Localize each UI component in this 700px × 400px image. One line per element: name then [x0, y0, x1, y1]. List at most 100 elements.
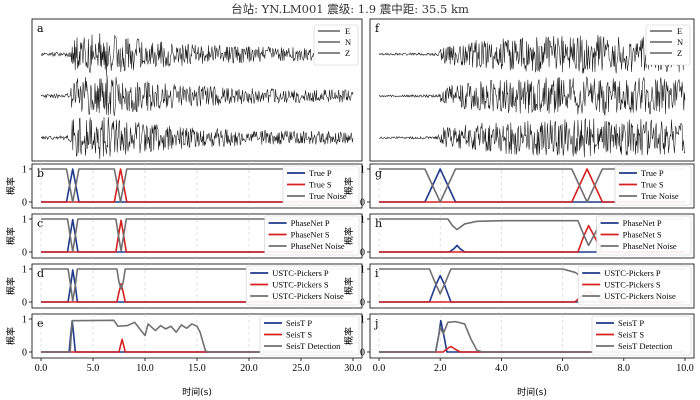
- legend-entry: SeisT S: [618, 330, 644, 340]
- legend-entry: N: [345, 37, 351, 47]
- panel-letter: d: [37, 267, 44, 280]
- panel-d: d 0 1 USTC-Pickers P USTC-Pickers SUSTC-Pick…: [22, 263, 363, 309]
- legend-entry: Z: [677, 48, 682, 58]
- waveform-trace-Z: [40, 116, 354, 160]
- legend-entry: Z: [345, 48, 350, 58]
- y-tick-label: 1: [360, 215, 365, 226]
- y-tick-label: 1: [360, 315, 365, 326]
- y-axis-label: 概率: [5, 177, 17, 195]
- panel-frame: [369, 18, 695, 162]
- legend-entry: PhaseNet Noise: [291, 241, 345, 251]
- waveform-trace-Z: [378, 118, 686, 158]
- y-tick-label: 1: [22, 315, 27, 326]
- series-line-noise: [41, 268, 353, 302]
- x-tick-label: 10.0: [136, 363, 154, 374]
- panel-letter: g: [375, 167, 382, 180]
- legend-entry: True Noise: [641, 191, 679, 201]
- series-line-s: [41, 283, 353, 303]
- legend-entry: True S: [309, 180, 332, 190]
- legend-entry: SeisT Detection: [618, 341, 673, 351]
- panel-letter: j: [373, 317, 378, 330]
- y-tick-label: 0: [22, 348, 27, 359]
- panel-i: i 0 1 USTC-Pickers P USTC-Pickers SUSTC-Pick…: [360, 263, 695, 309]
- legend-entry: USTC-Pickers P: [272, 268, 329, 278]
- y-tick-label: 0: [22, 198, 27, 209]
- y-tick-label: 0: [360, 198, 365, 209]
- legend-box: [645, 24, 691, 66]
- y-axis-label: 概率: [343, 327, 355, 345]
- x-tick-label: 5.0: [87, 363, 100, 374]
- legend-entry: SeisT P: [286, 318, 312, 328]
- y-axis-label: 概率: [343, 277, 355, 295]
- x-tick-label: 0.0: [35, 363, 48, 374]
- panel-letter: a: [37, 22, 44, 35]
- legend-entry: USTC-Pickers S: [604, 280, 661, 290]
- x-tick-label: 6.0: [556, 363, 569, 374]
- panel-frame: [369, 263, 695, 309]
- figure-title: 台站: YN.LM001 震级: 1.9 震中距: 35.5 km: [231, 2, 469, 16]
- legend-entry: USTC-Pickers P: [604, 268, 661, 278]
- y-tick-label: 1: [22, 265, 27, 276]
- legend-entry: True Noise: [309, 191, 347, 201]
- x-tick-label: 10.0: [676, 363, 694, 374]
- legend-entry: USTC-Pickers Noise: [604, 291, 676, 301]
- legend-box: [245, 265, 360, 306]
- legend-entry: E: [345, 26, 350, 36]
- panel-frame: [369, 213, 695, 259]
- series-line-noise: [379, 320, 685, 353]
- series-line-s: [379, 168, 685, 203]
- panel-a: a ENZ: [31, 18, 363, 162]
- panel-letter: c: [37, 217, 43, 230]
- y-tick-label: 0: [360, 248, 365, 259]
- y-tick-label: 1: [360, 265, 365, 276]
- legend-box: [577, 265, 692, 306]
- panel-frame: [31, 18, 363, 162]
- legend-entry: N: [677, 37, 683, 47]
- y-tick-label: 0: [360, 348, 365, 359]
- series-line-s: [379, 345, 685, 353]
- x-axis-label: 时间(s): [182, 386, 212, 398]
- series-line-noise: [41, 168, 353, 203]
- panel-letter: e: [37, 317, 44, 330]
- legend-box: [596, 215, 692, 256]
- legend-entry: USTC-Pickers S: [272, 280, 329, 290]
- legend-entry: SeisT Detection: [286, 341, 341, 351]
- panel-frame: [369, 163, 695, 209]
- series-line-noise: [379, 218, 685, 247]
- waveform-trace-E: [40, 33, 354, 76]
- y-axis-label: 概率: [5, 327, 17, 345]
- panel-letter: b: [37, 167, 44, 180]
- y-tick-label: 0: [360, 298, 365, 309]
- panel-f: f ENZ: [369, 18, 695, 162]
- legend-entry: E: [677, 26, 682, 36]
- x-tick-label: 25.0: [292, 363, 310, 374]
- legend-entry: True S: [641, 180, 664, 190]
- series-line-noise: [379, 168, 685, 203]
- waveform-trace-N: [40, 75, 354, 117]
- panel-frame: [369, 313, 695, 359]
- legend-entry: SeisT P: [618, 318, 644, 328]
- series-line-noise: [41, 319, 353, 353]
- x-tick-label: 20.0: [240, 363, 258, 374]
- series-line-noise: [41, 218, 353, 253]
- panel-letter: i: [375, 267, 379, 280]
- legend-box: [264, 215, 360, 256]
- legend-entry: PhaseNet P: [623, 218, 662, 228]
- x-axis-label: 时间(s): [517, 386, 547, 398]
- legend-entry: PhaseNet S: [623, 230, 662, 240]
- waveform-trace-E: [378, 35, 686, 74]
- y-axis-label: 概率: [343, 227, 355, 245]
- legend-entry: SeisT S: [286, 330, 312, 340]
- series-line-s: [41, 338, 353, 353]
- y-axis-label: 概率: [5, 227, 17, 245]
- legend-entry: PhaseNet S: [291, 230, 330, 240]
- y-tick-label: 1: [22, 215, 27, 226]
